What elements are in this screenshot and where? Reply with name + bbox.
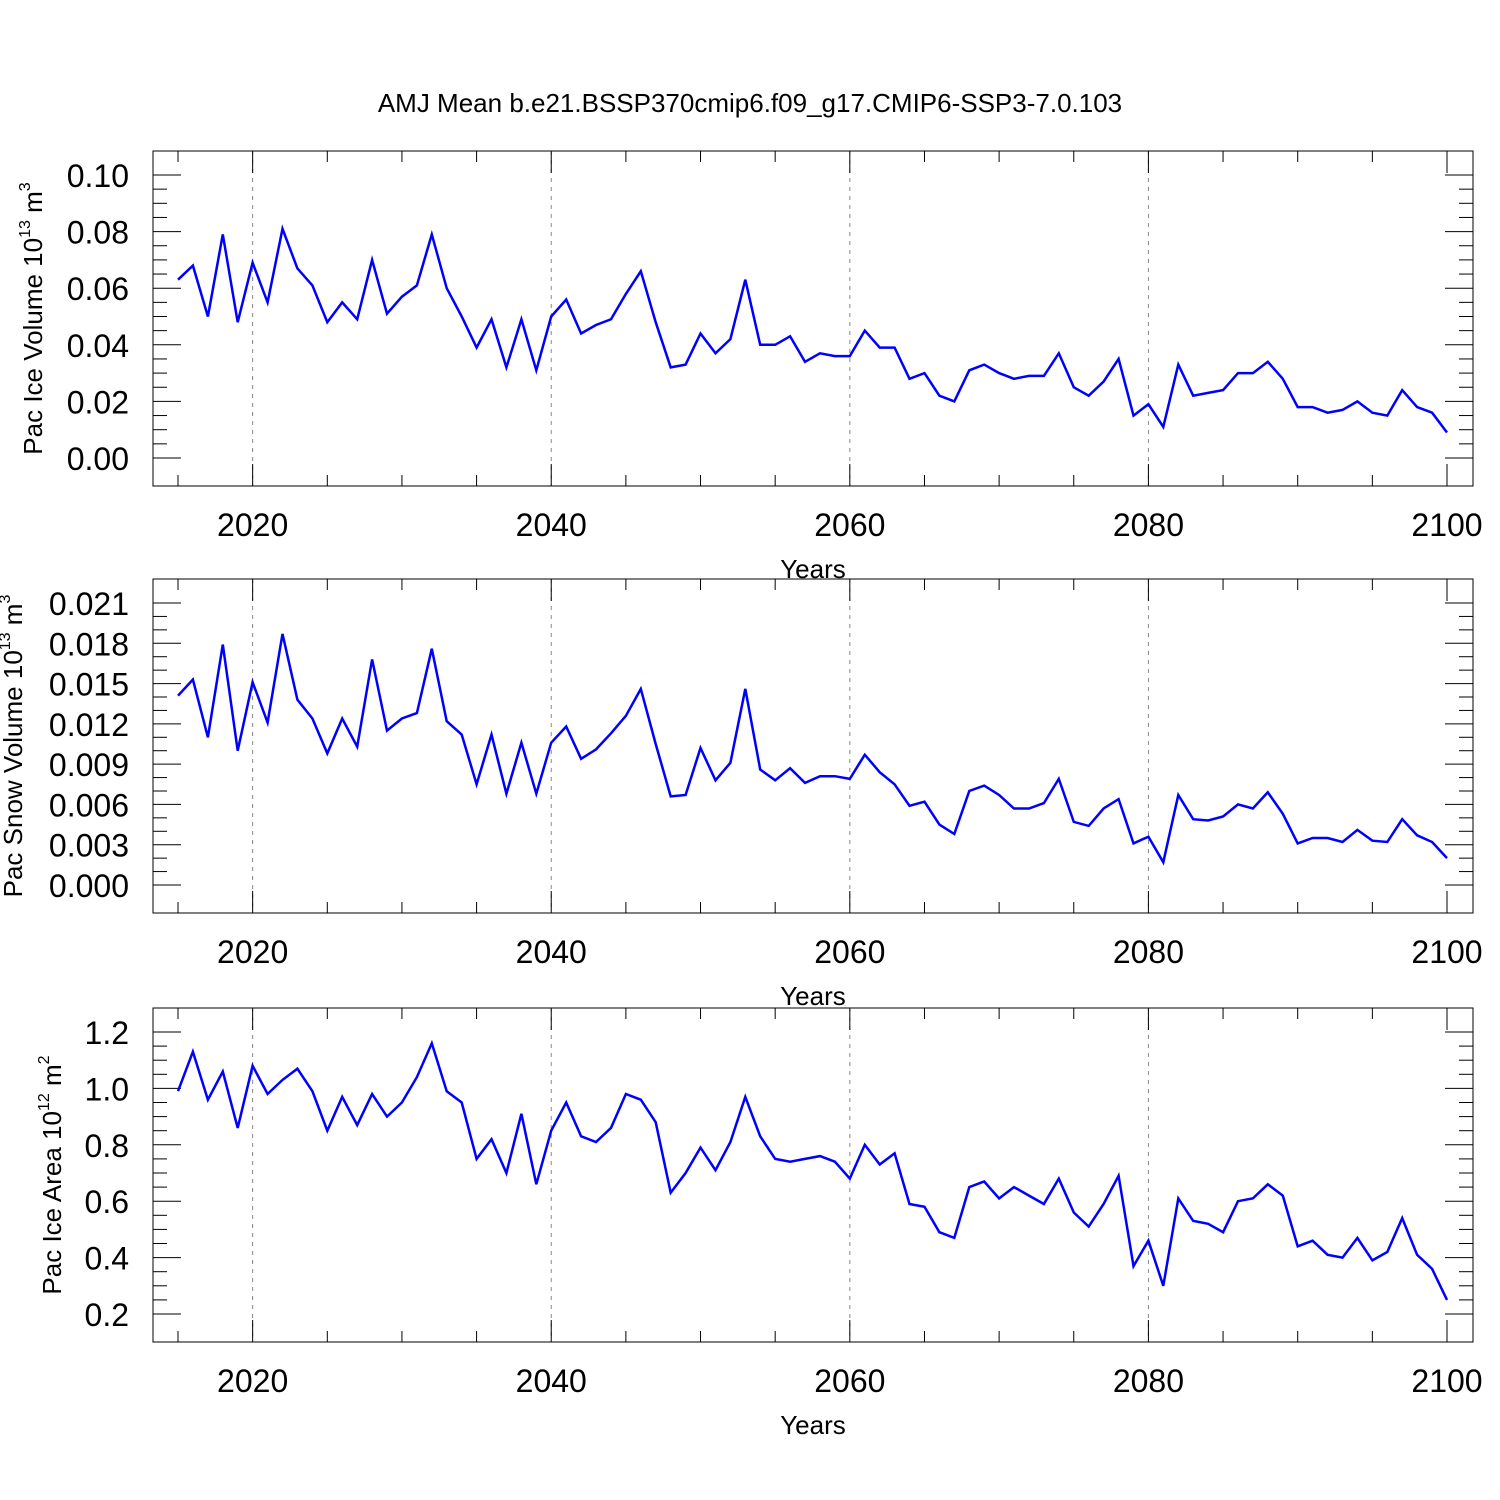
y-tick-label: 0.003 [49,828,129,864]
x-tick-label: 2040 [516,1363,587,1399]
plot-frame [152,150,1474,487]
y-tick-label: 0.06 [67,271,129,307]
y-tick-label: 0.015 [49,667,129,703]
y-axis-label-superscript: 13 [0,632,14,650]
y-axis-label: Pac Ice Volume 1013 m3 [17,182,48,455]
y-tick-label: 1.2 [85,1015,129,1051]
x-tick-label: 2060 [814,1363,885,1399]
y-axis-label-superscript: 13 [17,220,34,238]
y-tick-label: 0.10 [67,158,129,194]
y-axis-label-part: m [18,191,48,220]
x-tick-label: 2100 [1411,507,1482,543]
x-tick-label: 2080 [1113,507,1184,543]
x-tick-label: 2080 [1113,934,1184,970]
x-tick-label: 2100 [1411,934,1482,970]
y-tick-label: 0.08 [67,215,129,251]
y-axis-label: Pac Snow Volume 1013 m3 [0,595,28,898]
y-tick-label: 0.2 [85,1297,129,1333]
y-tick-label: 0.012 [49,707,129,743]
plot-frame [152,578,1474,914]
y-axis-label-part: Pac Ice Area 10 [37,1111,67,1295]
x-tick-label: 2020 [217,1363,288,1399]
x-tick-label: 2040 [516,507,587,543]
y-tick-label: 0.009 [49,747,129,783]
y-tick-label: 0.018 [49,626,129,662]
chart-title: AMJ Mean b.e21.BSSP370cmip6.f09_g17.CMIP… [378,88,1122,118]
x-tick-label: 2040 [516,934,587,970]
y-tick-label: 0.02 [67,384,129,420]
plot-frame [152,1007,1474,1343]
x-tick-label: 2060 [814,934,885,970]
y-tick-label: 0.8 [85,1128,129,1164]
y-axis-label-part: Pac Snow Volume 10 [0,650,28,897]
y-tick-label: 0.006 [49,787,129,823]
y-axis-label-superscript: 2 [36,1055,53,1064]
x-tick-label: 2060 [814,507,885,543]
y-tick-label: 1.0 [85,1071,129,1107]
x-axis-label: Years [780,1410,846,1440]
y-tick-label: 0.00 [67,441,129,477]
x-tick-label: 2020 [217,507,288,543]
x-tick-label: 2020 [217,934,288,970]
y-tick-label: 0.04 [67,328,129,364]
y-axis-label-superscript: 3 [0,595,14,604]
series-line [176,1039,1449,1301]
y-axis-label-superscript: 12 [36,1093,53,1111]
y-tick-label: 0.4 [85,1241,129,1277]
y-tick-label: 0.000 [49,868,129,904]
x-tick-label: 2080 [1113,1363,1184,1399]
y-tick-label: 0.6 [85,1184,129,1220]
y-axis-label-part: Pac Ice Volume 10 [18,238,48,455]
y-axis-label: Pac Ice Area 1012 m2 [36,1055,67,1294]
y-axis-label-part: m [37,1064,67,1093]
x-tick-label: 2100 [1411,1363,1482,1399]
series-line [177,224,1448,434]
y-axis-label-part: m [0,604,28,633]
series-line [177,633,1448,866]
x-axis-label: Years [780,981,846,1011]
y-tick-label: 0.021 [49,586,129,622]
y-axis-label-superscript: 3 [17,182,34,191]
